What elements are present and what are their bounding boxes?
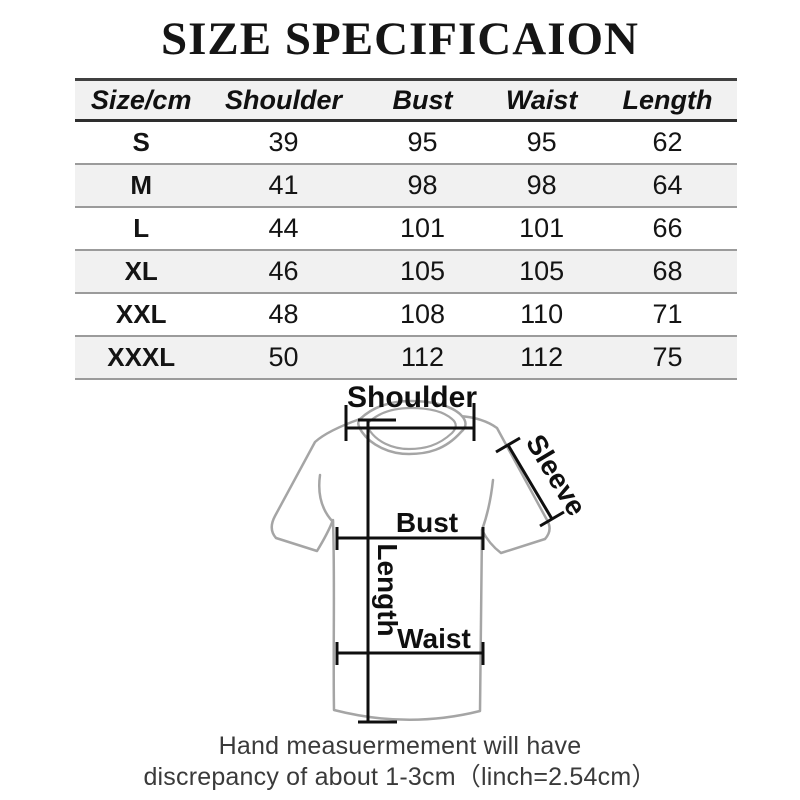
shoulder-cell: 44 [268,213,299,243]
measurement-lines [335,403,565,724]
bust-label: Bust [396,507,458,538]
disclaimer-line-2: discrepancy of about 1-3cm（linch=2.54cm） [143,763,657,791]
collar-inner [366,406,457,451]
table-row: M 41 98 98 64 [75,164,737,207]
length-cell: 62 [652,127,683,157]
waist-cell: 98 [526,170,557,200]
size-cell: XXL [115,299,167,329]
sleeve-tick-top [495,436,521,454]
sleeve-tick-bottom [539,510,565,528]
waist-cell: 110 [520,299,564,329]
waist-cell: 95 [526,127,557,157]
waist-cell: 105 [519,256,565,286]
size-cell: S [132,127,150,157]
waist-cell: 101 [519,213,565,243]
waist-label: Waist [397,623,471,654]
table-row: XXL 48 108 110 71 [75,293,737,336]
shoulder-cell: 48 [268,299,299,329]
size-cell: XXXL [107,342,176,372]
shoulder-cell: 46 [268,256,299,286]
header-cell-size: Size/cm [75,78,208,122]
bust-cell: 95 [407,127,438,157]
disclaimer-line-1: Hand measuermement will have [218,732,582,760]
measurement-disclaimer: Hand measuermement will have discrepancy… [0,731,800,793]
length-cell: 75 [652,342,683,372]
table-row: XXXL 50 112 112 75 [75,336,737,379]
bust-cell: 101 [399,213,446,243]
tshirt-outline [270,414,551,721]
size-cell: L [133,213,150,243]
size-spec-table: Size/cm Shoulder Bust Waist Length S 39 … [75,78,737,380]
length-label: Length [372,543,403,636]
header-cell-shoulder: Shoulder [207,78,360,122]
right-sleeve-seam [480,478,495,532]
table-header-row: Size/cm Shoulder Bust Waist Length [75,78,737,122]
shoulder-cell: 41 [268,170,299,200]
length-cell: 68 [652,256,683,286]
shoulder-cell: 39 [268,127,299,157]
length-cell: 66 [652,213,683,243]
waist-cell: 112 [520,342,564,372]
page-title: SIZE SPECIFICAION [161,13,639,65]
tshirt-measurement-diagram: Shoulder Bust Waist Length Sleeve [270,381,592,724]
header-cell-bust: Bust [359,78,486,122]
bust-cell: 98 [407,170,438,200]
table-row: XL 46 105 105 68 [75,250,737,293]
sleeve-measure-line [506,444,554,520]
header-cell-waist: Waist [485,78,598,122]
header-cell-length: Length [597,78,737,122]
table-row: S 39 95 95 62 [75,120,737,164]
bust-cell: 112 [401,342,445,372]
size-cell: XL [124,256,158,286]
length-cell: 64 [652,170,683,200]
bust-cell: 105 [399,256,446,286]
bust-cell: 108 [399,299,446,329]
size-cell: M [130,170,153,200]
left-sleeve-seam [318,473,335,524]
table-row: L 44 101 101 66 [75,207,737,250]
shoulder-label: Shoulder [347,381,477,414]
shoulder-cell: 50 [268,342,299,372]
length-cell: 71 [652,299,683,329]
